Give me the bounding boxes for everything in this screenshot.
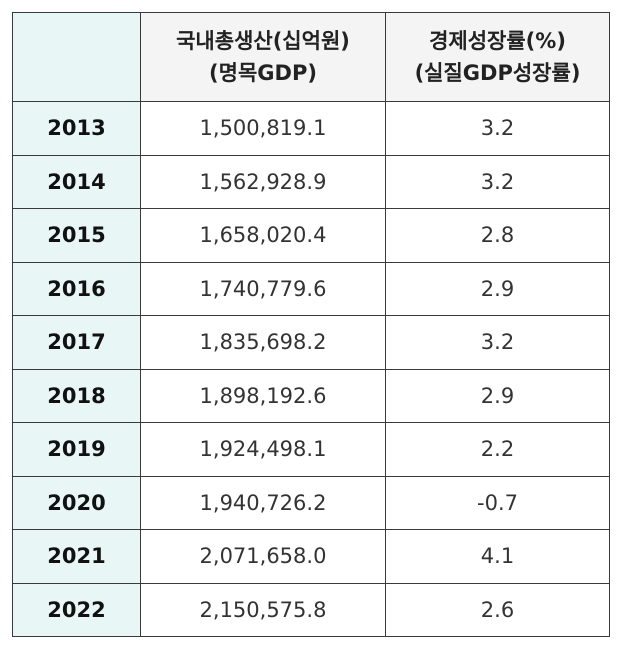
growth-rate-cell: -0.7 xyxy=(385,475,610,530)
growth-rate-cell: 2.2 xyxy=(385,422,610,477)
gdp-cell: 2,150,575.8 xyxy=(140,582,386,637)
gdp-cell: 1,562,928.9 xyxy=(140,154,386,209)
year-cell: 2015 xyxy=(12,208,141,263)
table-row: 2020 1,940,726.2 -0.7 xyxy=(12,475,610,530)
header-gdp: 국내총생산(십억원) (명목GDP) xyxy=(140,12,386,102)
header-gdp-line2: (명목GDP) xyxy=(209,61,317,85)
table-row: 2019 1,924,498.1 2.2 xyxy=(12,422,610,477)
header-growth-rate: 경제성장률(%) (실질GDP성장률) xyxy=(385,12,610,102)
year-cell: 2020 xyxy=(12,475,141,530)
gdp-cell: 1,658,020.4 xyxy=(140,208,386,263)
gdp-cell: 1,500,819.1 xyxy=(140,101,386,156)
table-row: 2022 2,150,575.8 2.6 xyxy=(12,582,610,637)
header-gdp-line1: 국내총생산(십억원) xyxy=(176,29,350,53)
table-row: 2017 1,835,698.2 3.2 xyxy=(12,315,610,370)
gdp-table-container: 국내총생산(십억원) (명목GDP) 경제성장률(%) (실질GDP성장률) 2… xyxy=(12,12,610,637)
gdp-cell: 1,940,726.2 xyxy=(140,475,386,530)
year-cell: 2016 xyxy=(12,261,141,316)
growth-rate-cell: 3.2 xyxy=(385,154,610,209)
gdp-growth-table: 국내총생산(십억원) (명목GDP) 경제성장률(%) (실질GDP성장률) 2… xyxy=(12,12,610,637)
gdp-cell: 1,835,698.2 xyxy=(140,315,386,370)
gdp-cell: 2,071,658.0 xyxy=(140,529,386,584)
year-cell: 2019 xyxy=(12,422,141,477)
table-row: 2021 2,071,658.0 4.1 xyxy=(12,529,610,584)
growth-rate-cell: 3.2 xyxy=(385,315,610,370)
year-cell: 2014 xyxy=(12,154,141,209)
gdp-cell: 1,924,498.1 xyxy=(140,422,386,477)
header-corner-cell xyxy=(12,12,141,102)
header-rate-line2: (실질GDP성장률) xyxy=(414,61,581,85)
year-cell: 2022 xyxy=(12,582,141,637)
growth-rate-cell: 2.9 xyxy=(385,261,610,316)
gdp-cell: 1,740,779.6 xyxy=(140,261,386,316)
growth-rate-cell: 4.1 xyxy=(385,529,610,584)
gdp-cell: 1,898,192.6 xyxy=(140,368,386,423)
year-cell: 2013 xyxy=(12,101,141,156)
table-row: 2015 1,658,020.4 2.8 xyxy=(12,208,610,263)
table-row: 2014 1,562,928.9 3.2 xyxy=(12,154,610,209)
growth-rate-cell: 2.6 xyxy=(385,582,610,637)
table-header: 국내총생산(십억원) (명목GDP) 경제성장률(%) (실질GDP성장률) xyxy=(12,12,610,102)
growth-rate-cell: 3.2 xyxy=(385,101,610,156)
table-row: 2013 1,500,819.1 3.2 xyxy=(12,101,610,156)
table-row: 2016 1,740,779.6 2.9 xyxy=(12,261,610,316)
year-cell: 2018 xyxy=(12,368,141,423)
table-row: 2018 1,898,192.6 2.9 xyxy=(12,368,610,423)
header-row: 국내총생산(십억원) (명목GDP) 경제성장률(%) (실질GDP성장률) xyxy=(12,12,610,102)
table-body: 2013 1,500,819.1 3.2 2014 1,562,928.9 3.2 2015… xyxy=(12,101,610,637)
year-cell: 2021 xyxy=(12,529,141,584)
year-cell: 2017 xyxy=(12,315,141,370)
growth-rate-cell: 2.9 xyxy=(385,368,610,423)
growth-rate-cell: 2.8 xyxy=(385,208,610,263)
header-rate-line1: 경제성장률(%) xyxy=(429,29,566,53)
